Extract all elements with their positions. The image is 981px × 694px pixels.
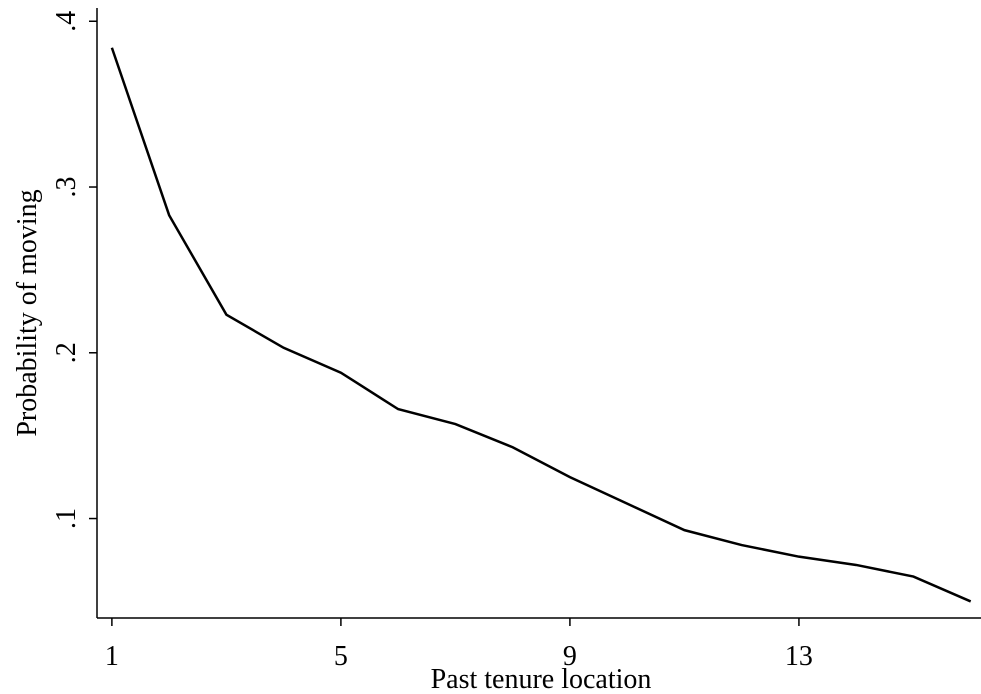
- y-tick-label: .3: [51, 177, 82, 198]
- y-tick-label: .1: [51, 508, 82, 529]
- x-tick-label: 5: [334, 641, 348, 672]
- y-axis-label: Probability of moving: [12, 189, 43, 436]
- x-tick-label: 13: [785, 641, 813, 672]
- x-tick-label: 1: [105, 641, 119, 672]
- data-line: [110, 47, 972, 603]
- x-axis-label: Past tenure location: [431, 664, 652, 694]
- y-tick-label: .4: [51, 11, 82, 32]
- y-tick-label: .2: [51, 342, 82, 363]
- x-tick-label: 9: [563, 641, 577, 672]
